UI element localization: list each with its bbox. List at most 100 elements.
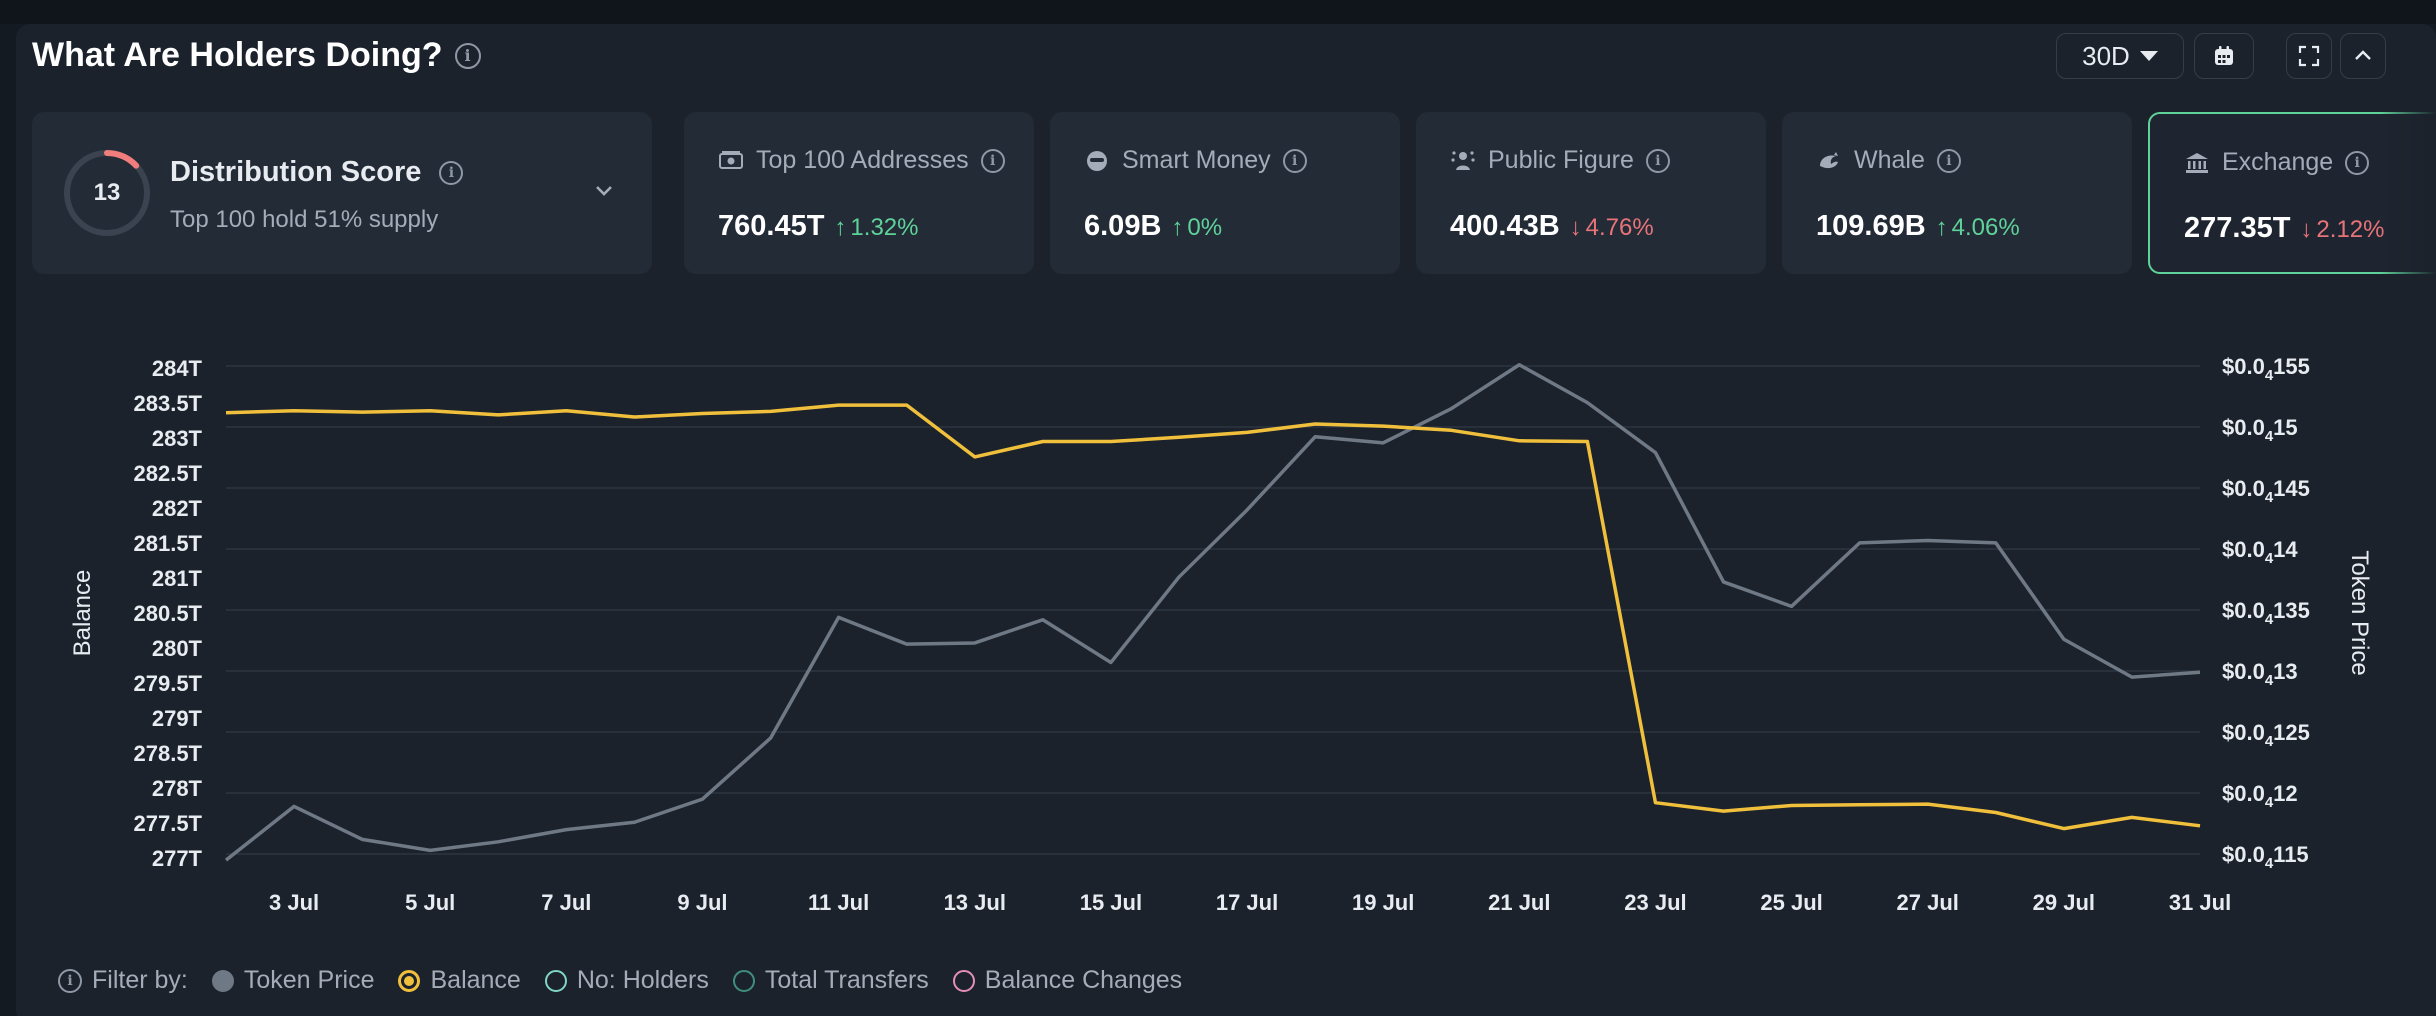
- page-title: What Are Holders Doing?: [32, 36, 443, 74]
- info-icon[interactable]: i: [439, 160, 464, 185]
- x-tick-label: 9 Jul: [677, 890, 727, 915]
- legend-item-token-price[interactable]: Token Price: [211, 966, 374, 995]
- info-icon[interactable]: i: [980, 148, 1005, 173]
- fullscreen-button[interactable]: [2286, 33, 2332, 79]
- card-value: 109.69B: [1816, 210, 1926, 242]
- x-tick-label: 29 Jul: [2033, 890, 2095, 915]
- y-tick-label: 280.5T: [134, 601, 203, 626]
- bank-icon: [2186, 152, 2208, 173]
- legend-item-balance-changes[interactable]: Balance Changes: [952, 966, 1182, 995]
- legend-label: Total Transfers: [764, 966, 929, 994]
- money-icon: [719, 150, 743, 169]
- x-tick-label: 31 Jul: [2169, 890, 2231, 915]
- card-whale[interactable]: Whale i 109.69B ↑ 4.06%: [1782, 112, 2132, 274]
- info-icon[interactable]: i: [454, 42, 481, 69]
- y2-tick-label: $0.0414: [2222, 537, 2298, 567]
- arrow-up-icon: ↑: [1935, 214, 1948, 241]
- card-smart-money[interactable]: Smart Money i 6.09B ↑ 0%: [1050, 112, 1400, 274]
- fullscreen-icon: [2298, 45, 2320, 67]
- card-top-100-addresses[interactable]: Top 100 Addresses i 760.45T ↑ 1.32%: [684, 112, 1034, 274]
- collapse-button[interactable]: [2340, 33, 2386, 79]
- x-tick-label: 15 Jul: [1080, 890, 1142, 915]
- arrow-down-icon: ↓: [1569, 214, 1582, 241]
- legend-item-balance[interactable]: Balance: [398, 966, 521, 995]
- info-icon[interactable]: i: [1645, 148, 1670, 173]
- y2-tick-label: $0.0412: [2222, 781, 2298, 811]
- header: What Are Holders Doing? i: [32, 36, 481, 75]
- legend-item-holders[interactable]: No: Holders: [544, 966, 709, 995]
- card-value: 277.35T: [2184, 212, 2291, 244]
- x-tick-label: 23 Jul: [1624, 890, 1686, 915]
- calendar-button[interactable]: [2194, 33, 2254, 79]
- period-select[interactable]: 30D: [2056, 33, 2184, 79]
- y-tick-label: 278T: [152, 776, 203, 801]
- y-tick-label: 283T: [152, 426, 203, 451]
- card-label: Whale: [1854, 146, 1925, 174]
- holders-chart: 284T 283.5T 283T 282.5T 282T 281.5T 281T 280.5T…: [69, 354, 2373, 915]
- x-tick-label: 3 Jul: [269, 890, 319, 915]
- card-value: 400.43B: [1450, 210, 1560, 242]
- card-change: 4.76%: [1585, 214, 1654, 241]
- card-label: Smart Money: [1122, 146, 1271, 174]
- legend-label: No: Holders: [576, 966, 709, 994]
- y-tick-label: 282.5T: [134, 461, 203, 486]
- arrow-down-icon: ↓: [2300, 216, 2313, 243]
- y2-tick-label: $0.0413: [2222, 659, 2298, 689]
- y2-tick-label: $0.04115: [2222, 842, 2309, 872]
- info-icon[interactable]: i: [1936, 148, 1961, 173]
- score-value: 13: [93, 179, 121, 206]
- y-tick-label: 283.5T: [134, 391, 203, 416]
- legend-dot: [544, 969, 567, 992]
- cards-overflow-fade: [2380, 112, 2436, 278]
- balance-line: [225, 403, 2201, 831]
- info-icon[interactable]: i: [58, 968, 82, 993]
- card-label: Public Figure: [1488, 146, 1634, 174]
- whale-icon: [1820, 151, 1838, 168]
- y2-tick-label: $0.04145: [2222, 476, 2310, 506]
- smart-money-icon: [1087, 150, 1107, 171]
- x-tick-label: 27 Jul: [1897, 890, 1959, 915]
- y2-tick-label: $0.04135: [2222, 598, 2310, 628]
- x-tick-label: 21 Jul: [1488, 890, 1550, 915]
- x-tick-label: 7 Jul: [541, 890, 591, 915]
- info-icon[interactable]: i: [2345, 150, 2370, 175]
- chevron-down-icon[interactable]: [592, 178, 616, 202]
- x-tick-label: 17 Jul: [1216, 890, 1278, 915]
- y-tick-label: 277T: [152, 846, 203, 871]
- x-tick-label: 13 Jul: [944, 890, 1006, 915]
- y-tick-label: 281T: [152, 566, 203, 591]
- info-icon[interactable]: i: [1282, 148, 1307, 173]
- card-change: 1.32%: [850, 214, 919, 241]
- filter-label: i Filter by:: [58, 966, 188, 995]
- legend-dot: [211, 969, 234, 992]
- x-tick-label: 11 Jul: [808, 890, 869, 915]
- card-value: 760.45T: [718, 210, 825, 242]
- card-label: Exchange: [2222, 148, 2334, 176]
- top-strip: [0, 0, 2436, 24]
- card-label: Top 100 Addresses: [756, 146, 969, 174]
- y-axis-title: Balance: [69, 570, 96, 657]
- filter-label-text: Filter by:: [92, 966, 188, 994]
- card-change: 0%: [1187, 214, 1223, 241]
- distribution-title-text: Distribution Score: [170, 156, 422, 188]
- distribution-score-card[interactable]: 13 Distribution Score i Top 100 hold 51%…: [32, 112, 652, 274]
- y-tick-label: 278.5T: [134, 741, 203, 766]
- y-tick-label: 281.5T: [134, 531, 203, 556]
- card-value: 6.09B: [1084, 210, 1162, 242]
- y-tick-label: 277.5T: [134, 811, 203, 836]
- y2-tick-label: $0.0415: [2222, 415, 2298, 445]
- y-tick-label: 282T: [152, 496, 203, 521]
- distribution-subtitle: Top 100 hold 51% supply: [170, 206, 439, 233]
- chart-legend: i Filter by: Token Price Balance No: Hol…: [58, 966, 1182, 995]
- chevron-up-icon: [2355, 50, 2371, 60]
- y-tick-label: 279T: [152, 706, 203, 731]
- card-public-figure[interactable]: Public Figure i 400.43B ↓ 4.76%: [1416, 112, 1766, 274]
- legend-dot: [398, 969, 421, 992]
- legend-item-total-transfers[interactable]: Total Transfers: [732, 966, 929, 995]
- public-figure-icon: [1451, 150, 1475, 170]
- period-value: 30D: [2082, 40, 2130, 71]
- card-change: 2.12%: [2316, 216, 2385, 243]
- y2-tick-label: $0.04155: [2222, 354, 2310, 384]
- caret-down-icon: [2139, 51, 2158, 61]
- legend-dot: [732, 969, 755, 992]
